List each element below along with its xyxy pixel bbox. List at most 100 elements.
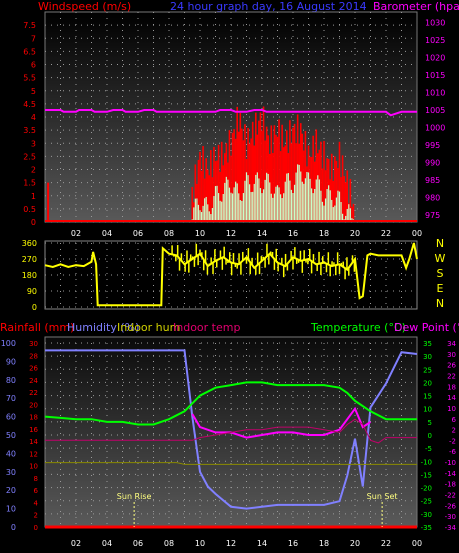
rainfall-tick-label: 10	[29, 463, 38, 471]
compass-label: E	[437, 282, 444, 295]
rainfall-tick-label: 22	[29, 389, 38, 397]
windspeed-tick-label: 4	[31, 113, 36, 122]
barometer-tick-label: 975	[425, 211, 440, 220]
x-tick-label: 12	[226, 229, 236, 238]
windspeed-tick-label: 1	[31, 192, 36, 201]
rainfall-tick-label: 24	[29, 377, 38, 385]
barometer-header: Barometer (hpa)	[373, 0, 459, 13]
temperature-tick-label: 25	[423, 366, 432, 374]
indoor-hum-header: Indoor hum	[117, 321, 180, 334]
series-line-humidity	[45, 349, 418, 510]
temperature-tick-label: 20	[423, 379, 432, 387]
windspeed-axis-ticks: 0 0.5 1 1.5 2 2.5 3 3.5 4 4.5 5 5.5 6 6.5 7 7.5	[23, 21, 36, 227]
x-tick-label: 18	[319, 229, 329, 238]
rainfall-tick-label: 18	[29, 414, 38, 422]
series-line-indoor-temp	[45, 418, 417, 444]
direction-tick-label: 180	[22, 271, 37, 280]
dewpoint-tick-label: -10	[445, 459, 456, 467]
panel3-x-ticks: 02 04 06 08 10 12 14 16 18 20 22 00	[71, 539, 422, 548]
barometer-tick-label: 985	[425, 176, 440, 185]
rainfall-tick-label: 2	[34, 512, 38, 520]
dewpoint-tick-label: -26	[445, 502, 457, 510]
windspeed-tick-label: 2	[31, 166, 36, 175]
direction-tick-label: 270	[22, 255, 37, 264]
panel3-series-lines	[44, 349, 418, 529]
dewpoint-tick-label: 22	[447, 372, 456, 380]
x-tick-label: 02	[71, 229, 81, 238]
rainfall-tick-label: 28	[29, 352, 38, 360]
barometer-tick-label: 1000	[425, 124, 445, 133]
windspeed-tick-label: 5.5	[23, 74, 36, 83]
x-tick-label: 00	[412, 229, 422, 238]
temperature-tick-label: -25	[421, 498, 432, 506]
rainfall-tick-label: 12	[29, 450, 38, 458]
rainfall-tick-label: 30	[29, 340, 38, 348]
x-tick-label: 20	[350, 229, 360, 238]
dewpoint-tick-label: 6	[452, 416, 457, 424]
x-tick-label: 06	[133, 229, 143, 238]
x-tick-label: 04	[102, 539, 112, 548]
windspeed-tick-label: 7	[31, 34, 36, 43]
rainfall-tick-label: 16	[29, 426, 38, 434]
direction-tick-label: 0	[32, 303, 37, 312]
compass-label: N	[436, 237, 444, 250]
compass-label: W	[435, 252, 446, 265]
temperature-tick-label: 0	[428, 432, 432, 440]
humidity-tick-label: 80	[6, 376, 16, 385]
humidity-tick-label: 40	[6, 449, 16, 458]
x-tick-label: 18	[319, 539, 329, 548]
panel1-x-ticks: 02 04 06 08 10 12 14 16 18 20 22 00	[71, 229, 422, 238]
windspeed-tick-label: 3	[31, 139, 36, 148]
dewpoint-tick-label: 26	[447, 362, 456, 370]
humidity-tick-label: 90	[6, 357, 16, 366]
humidity-tick-label: 20	[6, 486, 16, 495]
dewpoint-tick-label: -18	[445, 481, 456, 489]
barometer-tick-label: 995	[425, 141, 440, 150]
windspeed-tick-label: 3.5	[23, 126, 36, 135]
windspeed-tick-label: 4.5	[23, 100, 36, 109]
x-tick-label: 10	[195, 229, 205, 238]
barometer-tick-label: 980	[425, 194, 440, 203]
dewpoint-tick-label: -34	[445, 524, 457, 532]
panel3-axis-ticks: -35-30-25-20-15-10-505101520253035010203…	[1, 339, 457, 532]
rainfall-tick-label: 8	[34, 475, 38, 483]
series-line-indoor-hum	[45, 462, 417, 465]
temperature-tick-label: -5	[425, 445, 432, 453]
dewpoint-tick-label: -30	[445, 513, 456, 521]
x-tick-label: 08	[164, 229, 174, 238]
rainfall-tick-label: 4	[34, 499, 39, 507]
barometer-axis-ticks: 975 980 985 990 995 1000 1005 1010 1015 1020 1025 1…	[425, 19, 445, 221]
dewpoint-header: Dew Point (°C)	[394, 321, 459, 334]
temperature-tick-label: 30	[423, 353, 432, 361]
x-tick-label: 06	[133, 539, 143, 548]
temperature-tick-label: 10	[423, 406, 432, 414]
temperature-tick-label: 5	[428, 419, 432, 427]
wind-direction-line	[44, 242, 418, 307]
barometer-series-line	[45, 109, 417, 117]
x-tick-label: 22	[381, 229, 391, 238]
temperature-header: Temperature (°C)	[310, 321, 406, 334]
windspeed-tick-label: 7.5	[23, 21, 36, 30]
compass-label: N	[436, 297, 444, 310]
compass-label: S	[437, 267, 444, 280]
windspeed-tick-label: 6	[31, 61, 36, 70]
rainfall-header: Rainfall (mm)	[0, 321, 74, 334]
x-tick-label: 20	[350, 539, 360, 548]
windspeed-tick-label: 5	[31, 87, 36, 96]
x-tick-label: 04	[102, 229, 112, 238]
barometer-tick-label: 1025	[425, 36, 445, 45]
rainfall-tick-label: 26	[29, 365, 38, 373]
wind-bars	[45, 106, 417, 222]
barometer-tick-label: 1030	[425, 19, 445, 28]
windspeed-header: Windspeed (m/s)	[38, 0, 131, 13]
humidity-tick-label: 0	[11, 523, 16, 532]
x-tick-label: 02	[71, 539, 81, 548]
windspeed-tick-label: 2.5	[23, 152, 36, 161]
x-tick-label: 10	[195, 539, 205, 548]
x-tick-label: 16	[288, 539, 298, 548]
x-tick-label: 08	[164, 539, 174, 548]
temperature-tick-label: -10	[421, 458, 432, 466]
temperature-tick-label: 15	[423, 393, 432, 401]
rainfall-tick-label: 14	[29, 438, 38, 446]
